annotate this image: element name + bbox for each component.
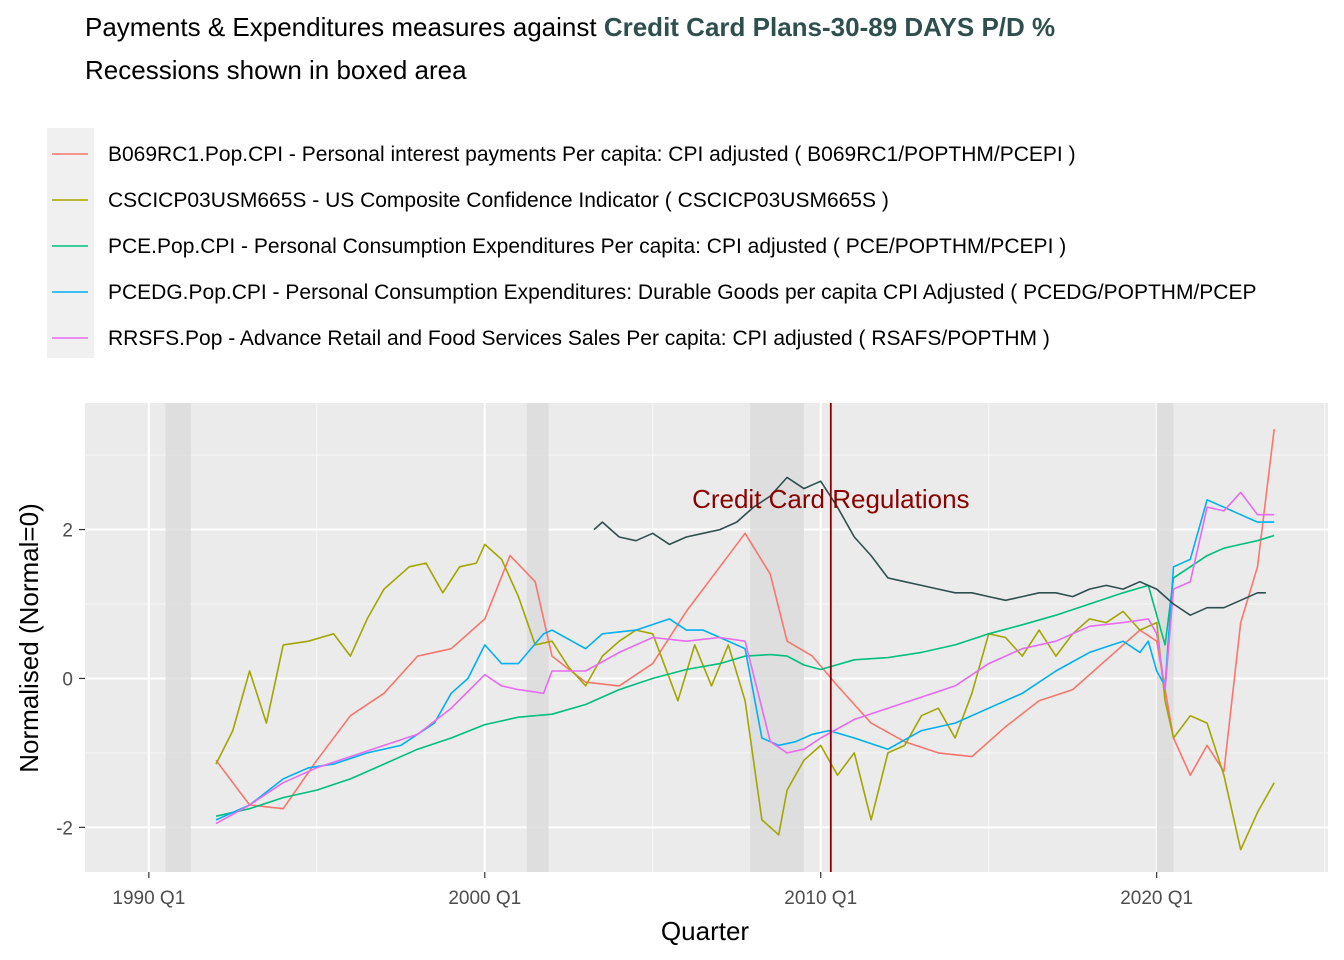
chart-subtitle: Recessions shown in boxed area (85, 55, 467, 85)
legend: B069RC1.Pop.CPI - Personal interest paym… (47, 128, 1257, 358)
regulation-label: Credit Card Regulations (692, 484, 969, 514)
x-tick-label: 2000 Q1 (448, 888, 521, 909)
x-tick-label: 2020 Q1 (1120, 888, 1193, 909)
legend-label-2: PCE.Pop.CPI - Personal Consumption Expen… (108, 235, 1066, 258)
y-tick-label: 0 (62, 669, 73, 690)
series-line-4 (215, 491, 1275, 825)
series-line-1 (215, 543, 1275, 851)
chart-title-prefix: Payments & Expenditures measures against (85, 12, 604, 42)
y-axis-title: Normalised (Normal=0) (14, 503, 44, 772)
legend-label-1: CSCICP03USM665S - US Composite Confidenc… (108, 189, 889, 212)
legend-label-0: B069RC1.Pop.CPI - Personal interest paym… (108, 143, 1076, 166)
y-tick-label: -2 (56, 818, 73, 839)
x-tick-label: 1990 Q1 (112, 888, 185, 909)
chart-title: Payments & Expenditures measures against… (85, 12, 1055, 42)
y-tick-label: 2 (62, 521, 73, 542)
panel-background (85, 403, 1328, 872)
recession-band (1156, 403, 1174, 872)
recession-band (165, 403, 191, 872)
series-line-0 (215, 429, 1275, 810)
legend-background (47, 128, 94, 358)
x-axis-title: Quarter (661, 916, 749, 946)
chart-title-highlight: Credit Card Plans-30-89 DAYS P/D % (604, 12, 1055, 42)
recession-band (526, 403, 549, 872)
legend-label-4: RRSFS.Pop - Advance Retail and Food Serv… (108, 327, 1050, 350)
plot-panel: Credit Card Regulations (85, 403, 1328, 872)
x-tick-label: 2010 Q1 (784, 888, 857, 909)
series-line-5 (593, 476, 1266, 617)
legend-label-3: PCEDG.Pop.CPI - Personal Consumption Exp… (108, 281, 1257, 304)
recession-band (750, 403, 804, 872)
